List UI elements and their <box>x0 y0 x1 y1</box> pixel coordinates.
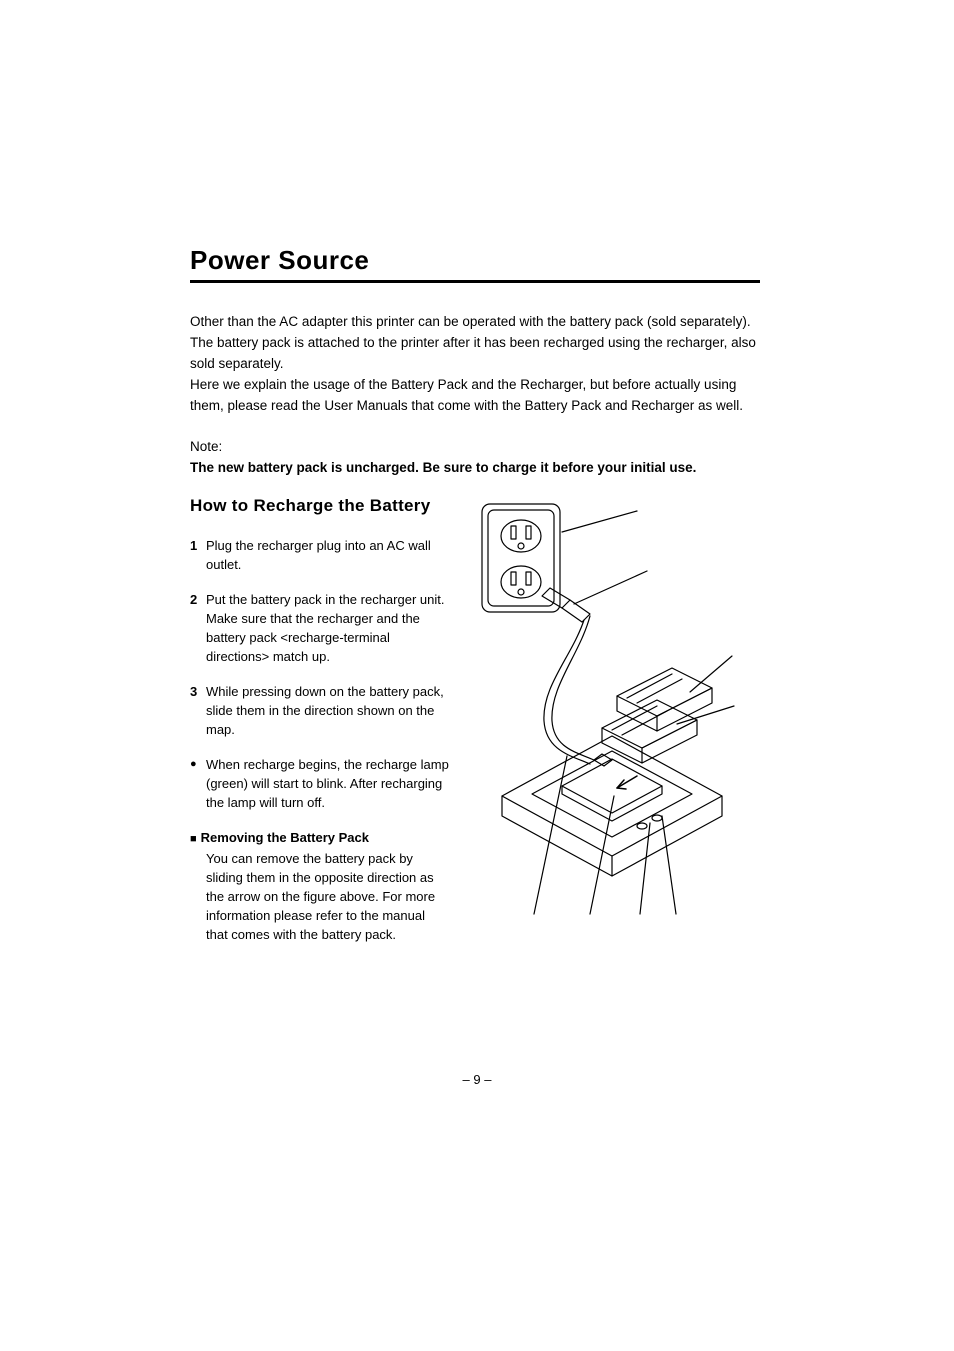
note-bold-text: The new battery pack is uncharged. Be su… <box>190 457 760 478</box>
recharger-diagram <box>462 496 742 926</box>
step-item: 1 Plug the recharger plug into an AC wal… <box>190 536 450 574</box>
step-number: 3 <box>190 682 206 739</box>
step-text: Plug the recharger plug into an AC wall … <box>206 536 450 574</box>
bullet-marker-icon: ● <box>190 755 206 812</box>
step-item: 2 Put the battery pack in the recharger … <box>190 590 450 666</box>
note-label: Note: <box>190 436 760 457</box>
intro-paragraph: Other than the AC adapter this printer c… <box>190 311 760 416</box>
subheading-recharge: How to Recharge the Battery <box>190 496 450 516</box>
page-title: Power Source <box>190 245 760 283</box>
bullet-text: When recharge begins, the recharge lamp … <box>206 755 450 812</box>
square-marker-icon: ■ <box>190 833 197 845</box>
step-text: Put the battery pack in the recharger un… <box>206 590 450 666</box>
step-number: 1 <box>190 536 206 574</box>
bullet-item: ● When recharge begins, the recharge lam… <box>190 755 450 812</box>
step-item: 3 While pressing down on the battery pac… <box>190 682 450 739</box>
remove-heading: Removing the Battery Pack <box>201 830 369 845</box>
page-number: – 9 – <box>0 1072 954 1087</box>
remove-body: You can remove the battery pack by slidi… <box>206 849 450 944</box>
remove-section: ■ Removing the Battery Pack You can remov… <box>190 828 450 944</box>
step-text: While pressing down on the battery pack,… <box>206 682 450 739</box>
step-number: 2 <box>190 590 206 666</box>
